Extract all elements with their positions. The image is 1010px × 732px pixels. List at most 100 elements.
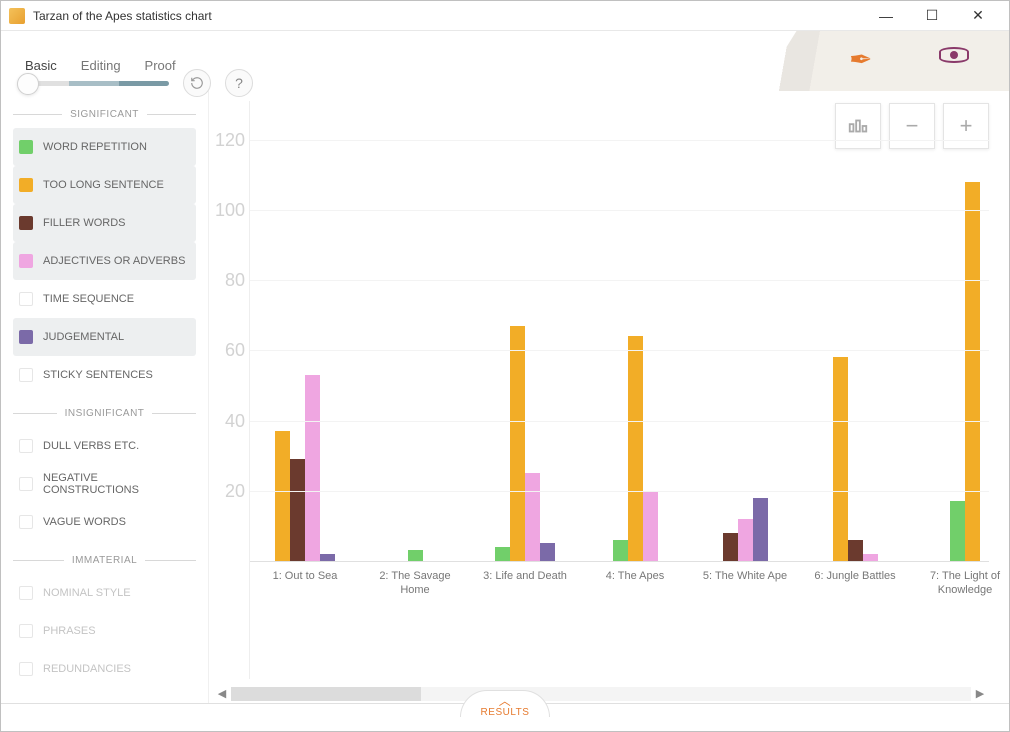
refresh-button[interactable]	[183, 69, 211, 97]
legend-label: FILLER WORDS	[43, 217, 126, 229]
legend-swatch	[19, 586, 33, 600]
legend-swatch	[19, 662, 33, 676]
bar-word-repetition[interactable]	[613, 540, 628, 561]
legend-swatch	[19, 624, 33, 638]
scroll-left-button[interactable]: ◀	[213, 689, 231, 700]
brand-area: ✒	[759, 31, 1009, 91]
legend-swatch	[19, 368, 33, 382]
legend-item-dull-verbs[interactable]: DULL VERBS ETC.	[13, 427, 196, 465]
legend-label: STICKY SENTENCES	[43, 369, 153, 381]
bar-judgemental[interactable]	[753, 498, 768, 561]
x-label: 1: Out to Sea	[250, 569, 360, 598]
app-icon	[9, 8, 25, 24]
legend-label: NEGATIVE CONSTRUCTIONS	[43, 472, 196, 496]
top-toolbar: Basic Editing Proof ? ✒	[1, 31, 1009, 91]
titlebar: Tarzan of the Apes statistics chart — ☐ …	[1, 1, 1009, 31]
x-label: 7: The Light of Knowledge	[910, 569, 1010, 598]
bar-group	[690, 101, 800, 561]
legend-swatch	[19, 254, 33, 268]
eye-icon	[939, 47, 969, 63]
bar-group	[910, 101, 1010, 561]
scroll-thumb[interactable]	[231, 687, 421, 701]
bar-filler-words[interactable]	[848, 540, 863, 561]
bar-group	[800, 101, 910, 561]
x-label: 5: The White Ape	[690, 569, 800, 598]
bar-adjectives-adverbs[interactable]	[863, 554, 878, 561]
chart-pane: 20406080100120 − + 1: Out to Sea2: The S…	[209, 91, 1009, 703]
legend-label: REDUNDANCIES	[43, 663, 131, 675]
window-title: Tarzan of the Apes statistics chart	[33, 9, 863, 23]
legend-label: TOO LONG SENTENCE	[43, 179, 164, 191]
bar-too-long-sentence[interactable]	[628, 336, 643, 561]
legend-item-adjectives-adverbs[interactable]: ADJECTIVES OR ADVERBS	[13, 242, 196, 280]
window-controls: — ☐ ✕	[863, 1, 1001, 31]
slider-track[interactable]	[19, 81, 169, 86]
bar-adjectives-adverbs[interactable]	[643, 491, 658, 561]
bar-filler-words[interactable]	[723, 533, 738, 561]
bar-groups	[250, 101, 989, 561]
maximize-button[interactable]: ☐	[909, 1, 955, 31]
bar-adjectives-adverbs[interactable]	[525, 473, 540, 561]
x-label: 3: Life and Death	[470, 569, 580, 598]
y-tick: 60	[225, 341, 245, 359]
y-axis: 20406080100120	[213, 101, 249, 679]
y-tick: 100	[215, 201, 245, 219]
bar-judgemental[interactable]	[540, 543, 555, 561]
chart-area: 20406080100120 − + 1: Out to Sea2: The S…	[213, 101, 989, 679]
bar-word-repetition[interactable]	[950, 501, 965, 561]
section-header: SIGNIFICANT	[13, 109, 196, 120]
bar-group	[250, 101, 360, 561]
legend-item-phrases[interactable]: PHRASES	[13, 612, 196, 650]
section-header: INSIGNIFICANT	[13, 408, 196, 419]
bar-word-repetition[interactable]	[408, 550, 423, 561]
slider-thumb[interactable]	[17, 73, 39, 95]
scroll-right-button[interactable]: ▶	[971, 689, 989, 700]
y-tick: 80	[225, 271, 245, 289]
bar-word-repetition[interactable]	[495, 547, 510, 561]
bar-too-long-sentence[interactable]	[965, 182, 980, 561]
legend-item-redundancies[interactable]: REDUNDANCIES	[13, 650, 196, 688]
y-tick: 20	[225, 482, 245, 500]
legend-item-too-long-sentence[interactable]: TOO LONG SENTENCE	[13, 166, 196, 204]
bottom-bar: ︿ RESULTS	[1, 703, 1009, 731]
legend-label: NOMINAL STYLE	[43, 587, 131, 599]
legend-swatch	[19, 178, 33, 192]
close-button[interactable]: ✕	[955, 1, 1001, 31]
app-window: Tarzan of the Apes statistics chart — ☐ …	[0, 0, 1010, 732]
legend-item-vague-words[interactable]: VAGUE WORDS	[13, 503, 196, 541]
chevron-up-icon: ︿	[481, 695, 530, 707]
intensity-slider[interactable]: ?	[19, 69, 253, 97]
results-tab[interactable]: ︿ RESULTS	[460, 690, 551, 717]
plot-area: − + 1: Out to Sea2: The Savage Home3: Li…	[249, 101, 989, 679]
legend-label: PHRASES	[43, 625, 96, 637]
x-label: 2: The Savage Home	[360, 569, 470, 598]
legend-item-nominal-style[interactable]: NOMINAL STYLE	[13, 574, 196, 612]
bar-too-long-sentence[interactable]	[833, 357, 848, 561]
legend-item-filler-words[interactable]: FILLER WORDS	[13, 204, 196, 242]
legend-swatch	[19, 216, 33, 230]
scroll-track[interactable]	[231, 687, 971, 701]
bar-filler-words[interactable]	[290, 459, 305, 561]
legend-item-negative-constructions[interactable]: NEGATIVE CONSTRUCTIONS	[13, 465, 196, 503]
help-button[interactable]: ?	[225, 69, 253, 97]
minimize-button[interactable]: —	[863, 1, 909, 31]
legend-swatch	[19, 515, 33, 529]
bar-group	[360, 101, 470, 561]
bar-too-long-sentence[interactable]	[275, 431, 290, 561]
bar-adjectives-adverbs[interactable]	[305, 375, 320, 561]
legend-item-sticky-sentences[interactable]: STICKY SENTENCES	[13, 356, 196, 394]
bar-group	[580, 101, 690, 561]
bar-judgemental[interactable]	[320, 554, 335, 561]
legend-item-time-sequence[interactable]: TIME SEQUENCE	[13, 280, 196, 318]
horizontal-scrollbar[interactable]: ◀ ▶	[213, 685, 989, 703]
legend-item-word-repetition[interactable]: WORD REPETITION	[13, 128, 196, 166]
y-tick: 40	[225, 412, 245, 430]
bar-group	[470, 101, 580, 561]
legend-item-judgemental[interactable]: JUDGEMENTAL	[13, 318, 196, 356]
legend-label: VAGUE WORDS	[43, 516, 126, 528]
legend-swatch	[19, 477, 33, 491]
legend-swatch	[19, 140, 33, 154]
bar-adjectives-adverbs[interactable]	[738, 519, 753, 561]
bar-too-long-sentence[interactable]	[510, 326, 525, 561]
results-label: RESULTS	[481, 707, 530, 718]
